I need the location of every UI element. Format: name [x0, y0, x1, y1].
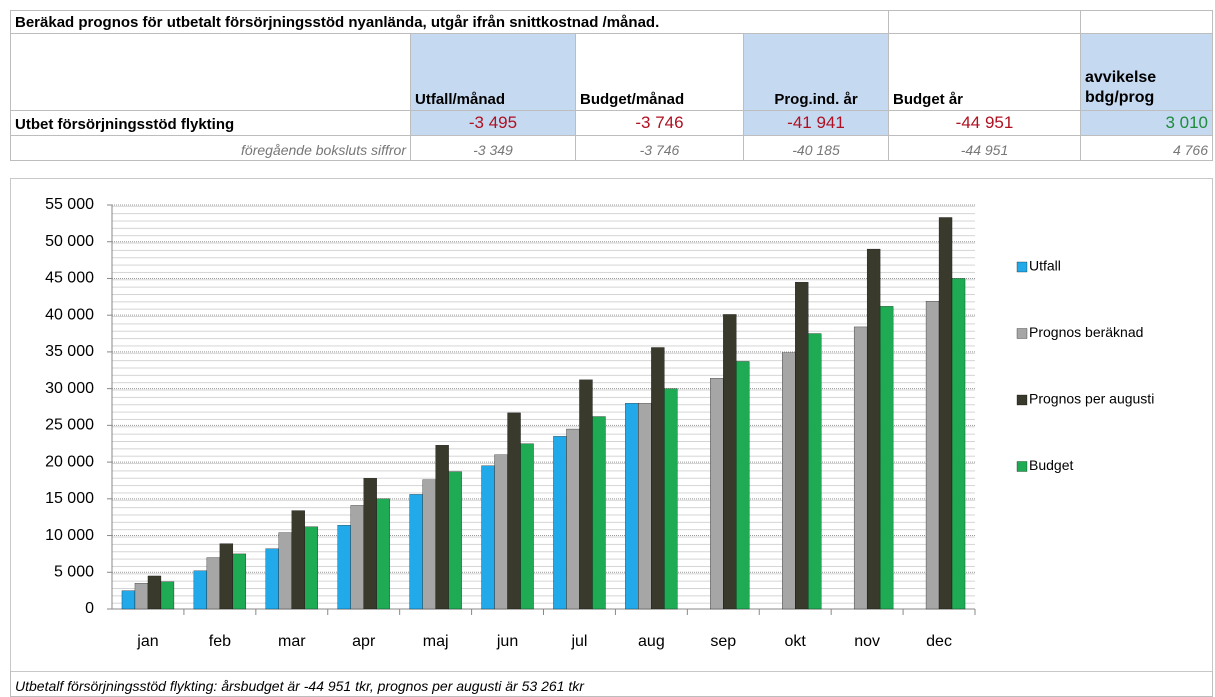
- y-tick-label: 45 000: [45, 270, 94, 287]
- y-tick-label: 20 000: [45, 453, 94, 470]
- legend-swatch: [1016, 461, 1028, 472]
- bar: [232, 553, 247, 610]
- legend-swatch: [1016, 261, 1028, 273]
- cell: -3 495: [410, 110, 576, 136]
- bar: [651, 347, 665, 610]
- x-tick-label: jun: [496, 633, 518, 650]
- bar: [206, 557, 221, 610]
- legend-label: Prognos per augusti: [1029, 391, 1154, 407]
- bar: [121, 590, 136, 610]
- x-tick-label: feb: [209, 633, 231, 650]
- bar: [304, 526, 318, 610]
- bar: [736, 361, 750, 610]
- cell: 4 766: [1080, 135, 1213, 161]
- x-tick-label: okt: [785, 633, 807, 650]
- y-tick-label: 35 000: [45, 343, 94, 360]
- bar: [219, 543, 234, 610]
- bar: [951, 278, 966, 610]
- bar: [592, 416, 606, 610]
- y-tick-label: 30 000: [45, 380, 94, 397]
- bar: [723, 314, 737, 610]
- bar: [625, 403, 639, 610]
- bar: [291, 510, 305, 610]
- cell: -41 941: [743, 110, 889, 136]
- bar: [553, 436, 567, 610]
- x-tick-label: sep: [710, 633, 736, 650]
- bar: [422, 479, 436, 610]
- bar: [363, 478, 377, 610]
- x-tick-label: jan: [136, 633, 158, 650]
- x-tick-label: jul: [570, 633, 587, 650]
- y-tick-label: 5 000: [54, 563, 94, 580]
- bar: [925, 301, 940, 610]
- bar: [376, 498, 390, 610]
- bar: [853, 326, 868, 610]
- bar: [879, 306, 894, 610]
- bar: [448, 471, 462, 610]
- x-tick-label: apr: [352, 633, 376, 650]
- bar: [638, 403, 652, 610]
- cell: 3 010: [1080, 110, 1213, 136]
- x-tick-label: aug: [638, 633, 665, 650]
- y-tick-label: 25 000: [45, 417, 94, 434]
- y-tick-label: 55 000: [45, 196, 94, 213]
- bar: [147, 575, 162, 610]
- bar: [134, 583, 149, 610]
- bar: [710, 378, 724, 610]
- bar: [866, 248, 881, 610]
- bar: [278, 532, 292, 610]
- bar: [494, 454, 508, 610]
- bar: [566, 428, 580, 610]
- header: Utfall/månad: [410, 33, 576, 111]
- bar: [520, 443, 534, 610]
- y-tick-label: 40 000: [45, 306, 94, 323]
- legend-swatch: [1016, 328, 1028, 339]
- header: Prog.ind. år: [743, 33, 889, 111]
- bar: [409, 494, 423, 610]
- y-tick-label: 10 000: [45, 527, 94, 544]
- x-tick-label: nov: [854, 633, 880, 650]
- bar: [265, 548, 279, 610]
- chart-frame: [10, 178, 1213, 672]
- bar: [808, 333, 822, 610]
- x-tick-label: mar: [278, 633, 306, 650]
- legend-swatch: [1016, 394, 1028, 406]
- plot-background: [112, 205, 975, 609]
- x-tick-label: maj: [423, 633, 449, 650]
- bar: [664, 388, 678, 610]
- bar: [435, 445, 449, 610]
- legend-label: Prognos beräknad: [1029, 324, 1143, 340]
- y-tick-label: 15 000: [45, 490, 94, 507]
- legend-label: Budget: [1029, 457, 1073, 473]
- bar: [938, 217, 953, 610]
- bar: [193, 570, 208, 610]
- y-tick-label: 0: [85, 600, 94, 617]
- bar: [481, 465, 495, 610]
- bar: [579, 379, 593, 610]
- x-tick-label: dec: [926, 633, 952, 650]
- y-tick-label: 50 000: [45, 233, 94, 250]
- bar: [782, 352, 796, 610]
- legend-label: Utfall: [1029, 258, 1061, 274]
- bar: [350, 505, 364, 610]
- bar: [795, 281, 809, 610]
- bar: [337, 525, 351, 610]
- bar: [507, 412, 521, 610]
- bar: [160, 581, 175, 610]
